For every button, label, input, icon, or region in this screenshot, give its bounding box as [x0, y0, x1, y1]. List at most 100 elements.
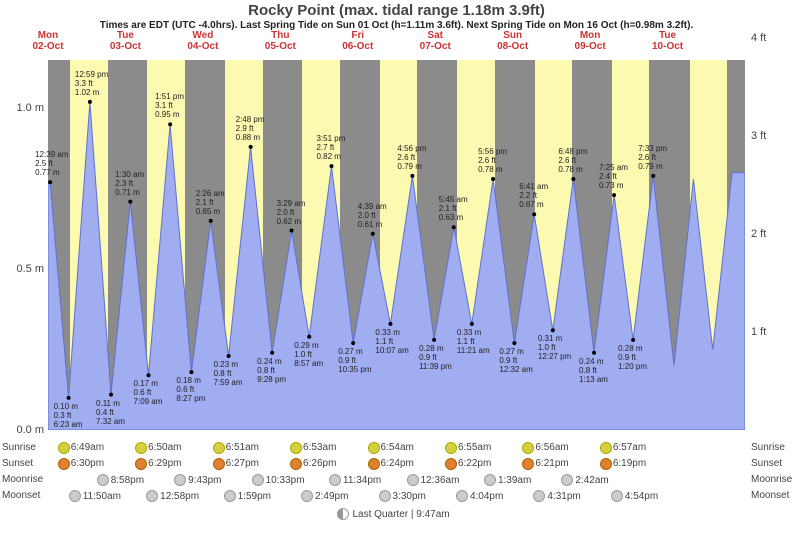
astro-cell-moonset: 3:30pm	[379, 490, 426, 502]
astro-cell-moonrise: 10:33pm	[252, 474, 305, 486]
moon-icon	[484, 474, 496, 486]
tide-point-label: 7:33 pm2.6 ft0.79 m	[638, 144, 667, 171]
tide-point-label: 0.29 m1.0 ft8:57 am	[294, 341, 323, 368]
sunrise-icon	[136, 443, 146, 453]
astro-cell-moonrise: 1:39am	[484, 474, 531, 486]
astro-cell-moonrise: 2:42am	[561, 474, 608, 486]
tide-point-label: 2:48 pm2.9 ft0.88 m	[236, 115, 265, 142]
tide-curve	[48, 60, 745, 430]
y-tick-left: 0.5 m	[4, 263, 44, 275]
astro-cell-sunset: 6:30pm	[59, 458, 104, 469]
y-tick-left: 0.0 m	[4, 424, 44, 436]
tide-point-label: 2:26 am2.1 ft0.65 m	[196, 189, 225, 216]
tide-point-label: 1:51 pm3.1 ft0.95 m	[155, 92, 184, 119]
sunrise-icon	[523, 443, 533, 453]
plot-area: 12:39 am2.5 ft0.77 m0.10 m0.3 ft6:23 am1…	[48, 60, 745, 430]
astro-cell-sunset: 6:24pm	[369, 458, 414, 469]
x-day-label: Thu05-Oct	[260, 30, 300, 52]
sunset-icon	[446, 459, 456, 469]
astro-row-label: Sunset	[751, 458, 782, 469]
sunset-icon	[291, 459, 301, 469]
astro-row-label: Moonset	[2, 490, 40, 501]
tide-point-label: 0.27 m0.9 ft12:32 am	[499, 347, 532, 374]
astro-cell-sunrise: 6:50am	[136, 442, 181, 453]
astro-cell-sunset: 6:29pm	[136, 458, 181, 469]
astro-cell-sunrise: 6:55am	[446, 442, 491, 453]
sunrise-icon	[601, 443, 611, 453]
astro-cell-moonset: 4:54pm	[611, 490, 658, 502]
moon-icon	[69, 490, 81, 502]
tide-point-label: 1:30 am2.3 ft0.71 m	[115, 170, 144, 197]
moon-icon	[456, 490, 468, 502]
astro-cell-sunset: 6:26pm	[291, 458, 336, 469]
moon-icon	[611, 490, 623, 502]
astro-cell-sunset: 6:27pm	[214, 458, 259, 469]
sunset-icon	[523, 459, 533, 469]
tide-point-label: 5:45 am2.1 ft0.63 m	[439, 195, 468, 222]
x-day-label: Tue10-Oct	[648, 30, 688, 52]
astro-cell-moonset: 4:04pm	[456, 490, 503, 502]
tide-point-label: 6:48 pm2.6 ft0.78 m	[558, 147, 587, 174]
tide-point-label: 6:41 am2.2 ft0.67 m	[519, 182, 548, 209]
astro-row-label: Sunrise	[2, 442, 36, 453]
astro-cell-moonset: 2:49pm	[301, 490, 348, 502]
tide-point-label: 7:25 am2.4 ft0.73 m	[599, 163, 628, 190]
moon-icon	[533, 490, 545, 502]
moon-icon	[561, 474, 573, 486]
sunset-icon	[601, 459, 611, 469]
x-day-label: Sat07-Oct	[415, 30, 455, 52]
x-day-label: Mon02-Oct	[28, 30, 68, 52]
moon-icon	[379, 490, 391, 502]
astro-cell-moonrise: 8:58pm	[97, 474, 144, 486]
astro-row-label: Moonset	[751, 490, 789, 501]
moon-icon	[174, 474, 186, 486]
astro-cell-sunrise: 6:57am	[601, 442, 646, 453]
tide-point-label: 0.33 m1.1 ft11:21 am	[457, 328, 490, 355]
y-tick-right: 4 ft	[751, 32, 766, 44]
astro-cell-moonrise: 9:43pm	[174, 474, 221, 486]
astro-cell-moonrise: 12:36am	[407, 474, 460, 486]
sunrise-icon	[446, 443, 456, 453]
astro-cell-moonset: 12:58pm	[146, 490, 199, 502]
sunset-icon	[136, 459, 146, 469]
tide-point-label: 12:39 am2.5 ft0.77 m	[35, 150, 68, 177]
last-quarter-text: Last Quarter | 9:47am	[353, 509, 450, 520]
tide-point-label: 3:29 am2.0 ft0.62 m	[277, 199, 306, 226]
sunrise-icon	[59, 443, 69, 453]
moon-icon	[407, 474, 419, 486]
y-tick-right: 1 ft	[751, 326, 766, 338]
moon-phase-icon	[337, 508, 349, 520]
moon-icon	[252, 474, 264, 486]
tide-point-label: 5:56 pm2.6 ft0.78 m	[478, 147, 507, 174]
sunset-icon	[369, 459, 379, 469]
tide-point-label: 4:39 am2.0 ft0.61 m	[358, 202, 387, 229]
y-tick-left: 1.0 m	[4, 102, 44, 114]
astro-row-label: Sunrise	[751, 442, 785, 453]
tide-point-label: 0.24 m0.8 ft9:28 pm	[257, 357, 286, 384]
tide-point-label: 0.23 m0.8 ft7:59 am	[214, 360, 243, 387]
sunrise-icon	[291, 443, 301, 453]
astro-cell-moonset: 4:31pm	[533, 490, 580, 502]
astro-cell-sunset: 6:19pm	[601, 458, 646, 469]
sunrise-icon	[214, 443, 224, 453]
tide-point-label: 0.18 m0.6 ft8:27 pm	[176, 376, 205, 403]
last-quarter-label: Last Quarter | 9:47am	[337, 508, 450, 520]
x-day-label: Tue03-Oct	[105, 30, 145, 52]
tide-point-label: 0.24 m0.8 ft1:13 am	[579, 357, 608, 384]
tide-point-label: 4:56 pm2.6 ft0.79 m	[397, 144, 426, 171]
astro-cell-sunrise: 6:53am	[291, 442, 336, 453]
x-day-label: Sun08-Oct	[493, 30, 533, 52]
astro-row-label: Sunset	[2, 458, 33, 469]
astro-cell-sunrise: 6:49am	[59, 442, 104, 453]
sunset-icon	[59, 459, 69, 469]
tide-point-label: 0.28 m0.9 ft1:20 pm	[618, 344, 647, 371]
moon-icon	[146, 490, 158, 502]
astro-cell-moonrise: 11:34pm	[329, 474, 381, 486]
y-tick-right: 3 ft	[751, 130, 766, 142]
sunrise-icon	[369, 443, 379, 453]
moon-icon	[224, 490, 236, 502]
tide-point-label: 0.17 m0.6 ft7:09 am	[134, 379, 163, 406]
x-day-label: Mon09-Oct	[570, 30, 610, 52]
tide-point-label: 0.27 m0.9 ft10:35 pm	[338, 347, 371, 374]
tide-chart: Rocky Point (max. tidal range 1.18m 3.9f…	[0, 0, 793, 539]
